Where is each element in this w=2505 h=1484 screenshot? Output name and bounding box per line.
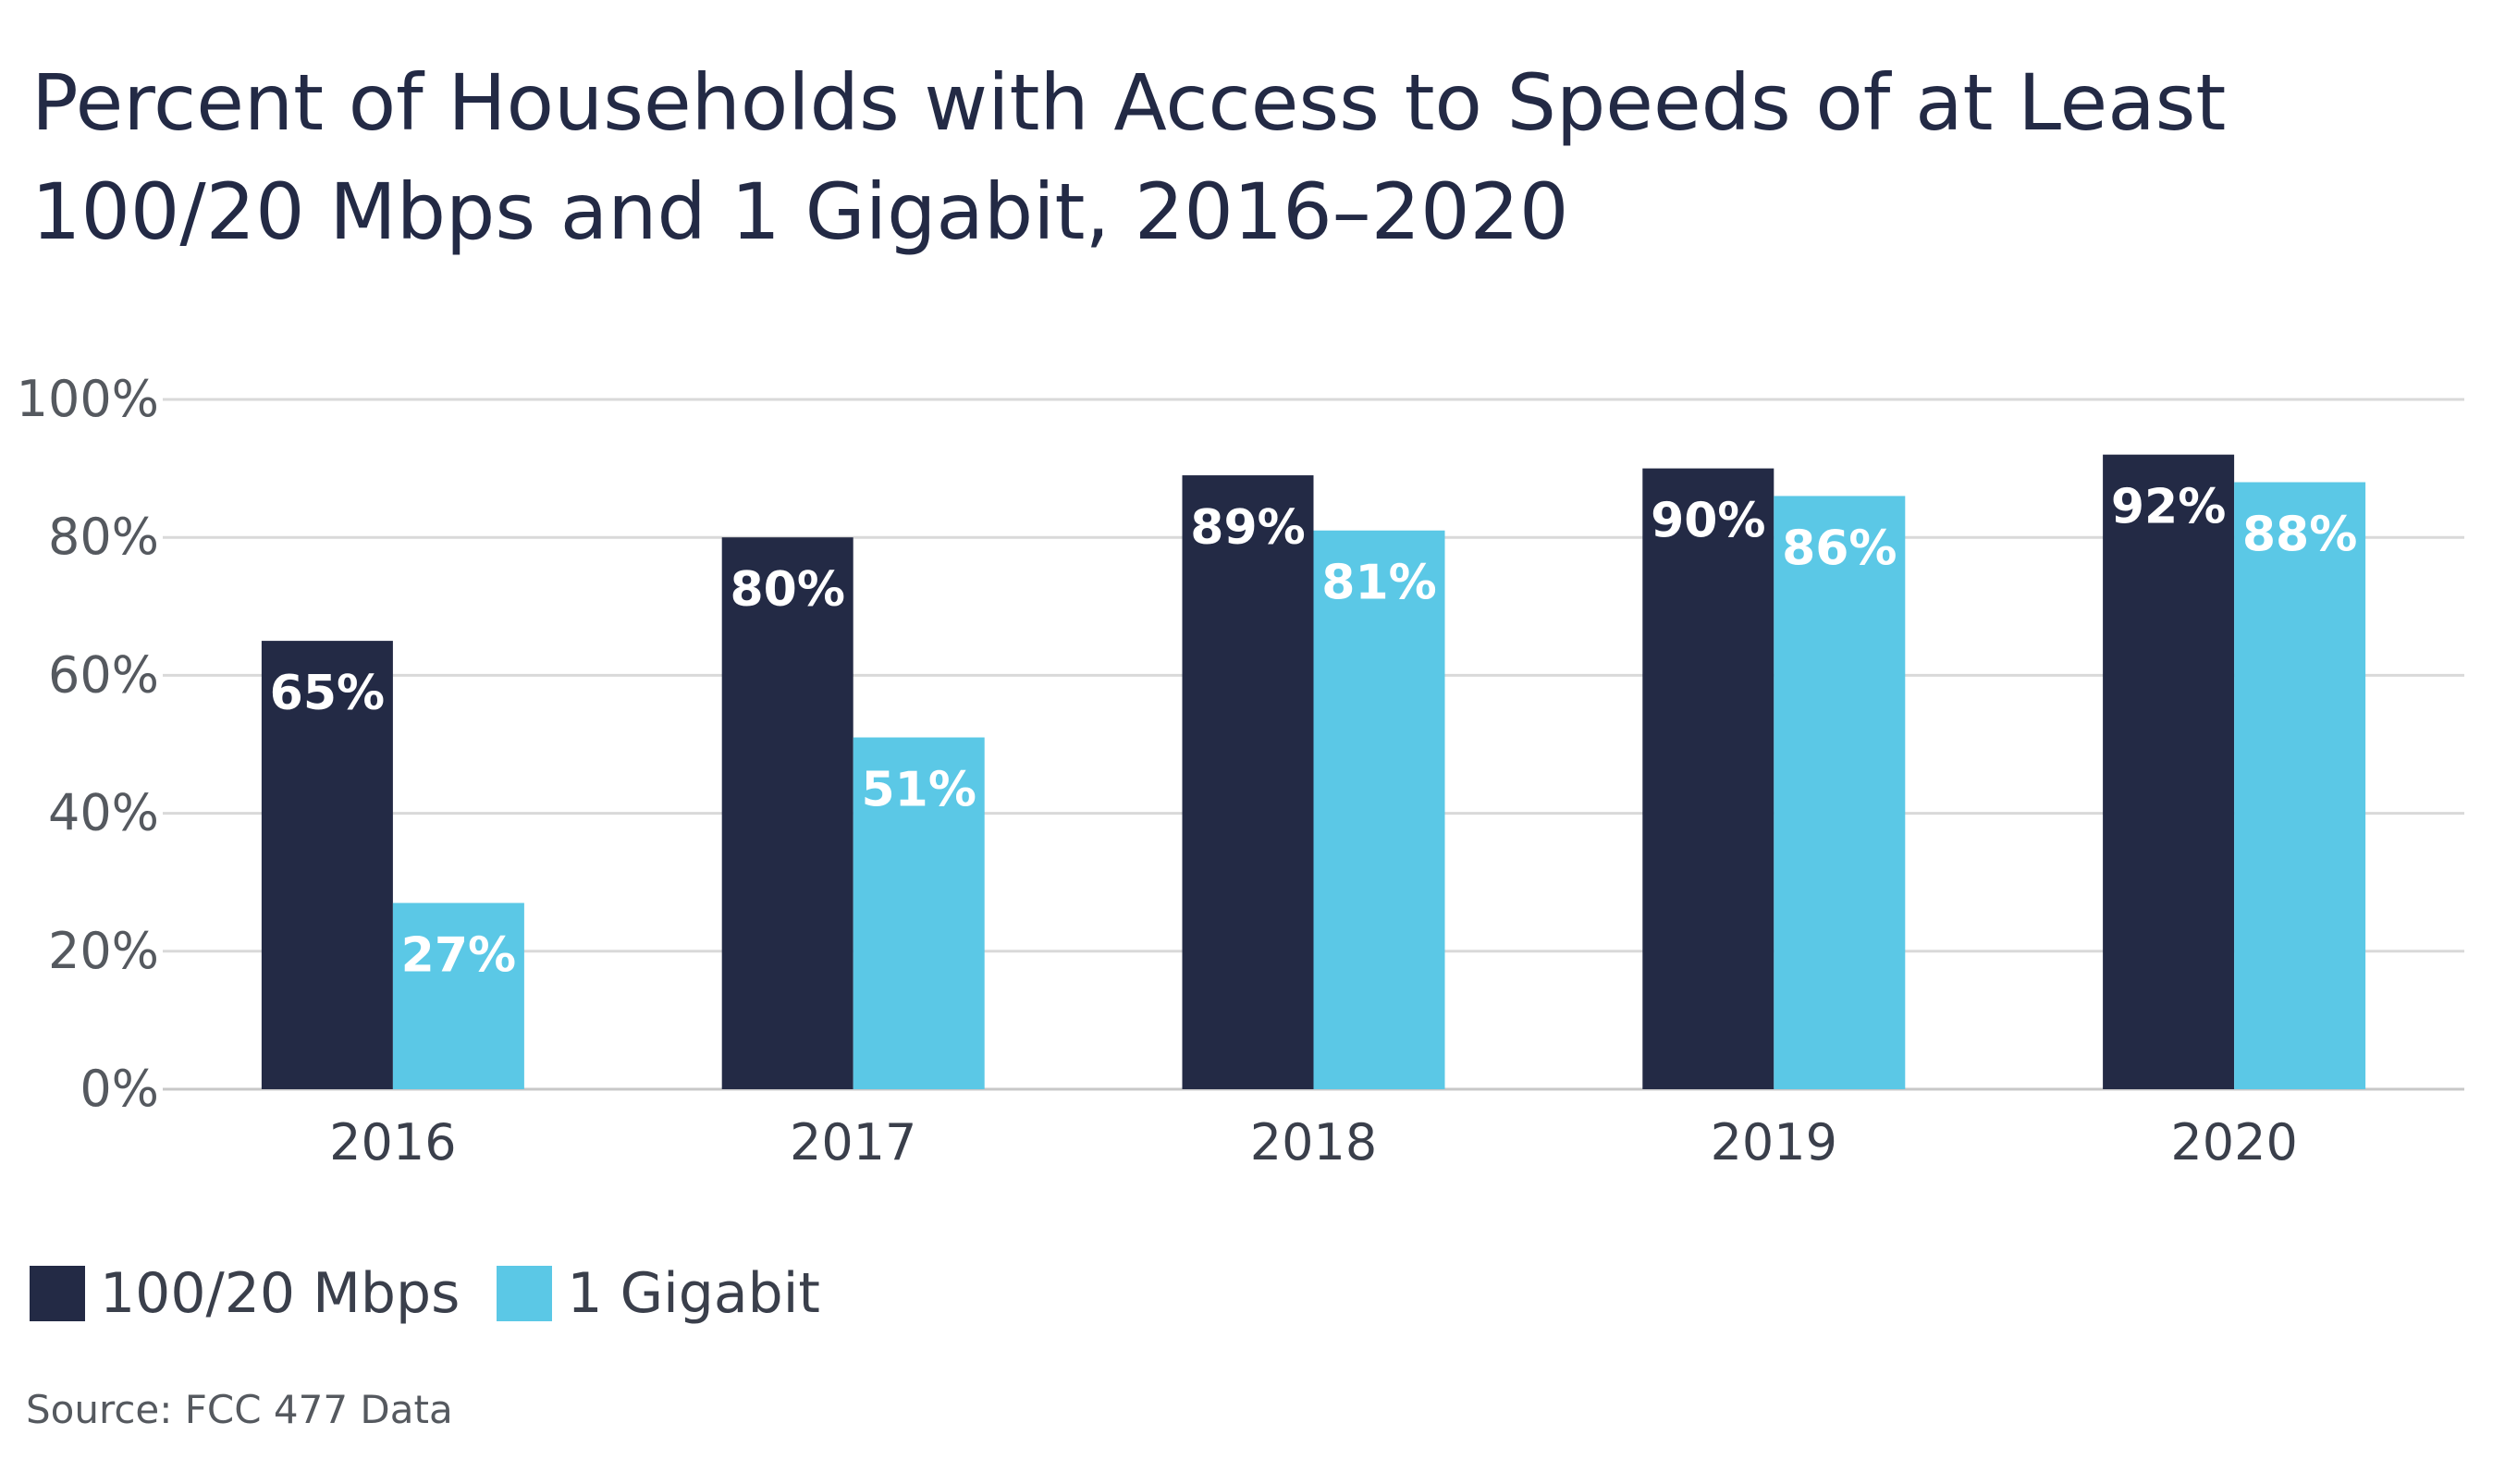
legend: 100/20 Mbps 1 Gigabit [30, 1261, 857, 1326]
data-label-100-20-mbps-2020: 92% [2111, 480, 2226, 535]
data-label-100-20-mbps-2017: 80% [730, 562, 844, 618]
bar-1-gigabit-2019 [1774, 496, 1906, 1089]
data-label-1-gigabit-2019: 86% [1782, 521, 1897, 576]
chart-title: Percent of Households with Access to Spe… [31, 48, 2454, 266]
legend-label-100-20-mbps: 100/20 Mbps [100, 1261, 460, 1326]
x-tick-label-2019: 2019 [1711, 1113, 1837, 1171]
data-label-1-gigabit-2017: 51% [861, 763, 976, 818]
bar-100-20-mbps-2016 [261, 641, 393, 1089]
y-tick-label-40: 40% [48, 784, 159, 842]
bar-1-gigabit-2018 [1313, 530, 1445, 1089]
legend-swatch-1-gigabit [497, 1266, 553, 1321]
bar-1-gigabit-2016 [392, 902, 524, 1089]
x-tick-label-2018: 2018 [1250, 1113, 1377, 1171]
bar-1-gigabit-2017 [853, 737, 985, 1089]
data-label-1-gigabit-2016: 27% [401, 928, 516, 984]
data-label-1-gigabit-2018: 81% [1321, 556, 1436, 611]
bar-100-20-mbps-2020 [2103, 454, 2235, 1089]
data-label-100-20-mbps-2018: 89% [1190, 500, 1305, 556]
chart-title-line-2: 100/20 Mbps and 1 Gigabit, 2016–2020 [31, 166, 1569, 257]
y-tick-label-20: 20% [48, 922, 159, 980]
legend-swatch-100-20-mbps [30, 1266, 85, 1321]
y-tick-label-100: 100% [17, 370, 159, 428]
x-tick-label-2017: 2017 [790, 1113, 916, 1171]
legend-item-1-gigabit: 1 Gigabit [497, 1261, 820, 1326]
data-label-100-20-mbps-2019: 90% [1651, 494, 1765, 549]
legend-label-1-gigabit: 1 Gigabit [567, 1261, 820, 1326]
y-tick-label-60: 60% [48, 645, 159, 704]
bar-100-20-mbps-2018 [1182, 475, 1314, 1089]
y-tick-label-80: 80% [48, 508, 159, 566]
x-tick-label-2016: 2016 [329, 1113, 456, 1171]
source-note: Source: FCC 477 Data [26, 1387, 453, 1432]
bar-100-20-mbps-2019 [1642, 468, 1774, 1090]
y-tick-label-0: 0% [80, 1060, 159, 1118]
legend-item-100-20-mbps: 100/20 Mbps [30, 1261, 460, 1326]
data-label-100-20-mbps-2016: 65% [270, 666, 385, 721]
bar-100-20-mbps-2017 [721, 537, 853, 1089]
chart-title-line-1: Percent of Households with Access to Spe… [31, 57, 2227, 148]
bar-1-gigabit-2020 [2234, 482, 2366, 1089]
data-label-1-gigabit-2020: 88% [2242, 508, 2357, 563]
x-tick-label-2020: 2020 [2170, 1113, 2297, 1171]
